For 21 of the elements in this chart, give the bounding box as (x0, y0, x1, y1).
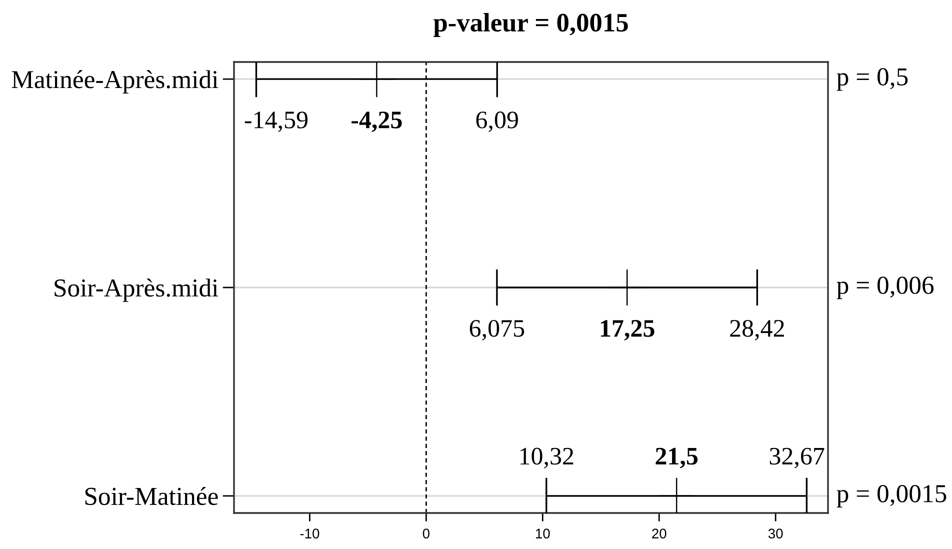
data-label: -4,25 (352, 112, 402, 132)
x-tick-label: -10 (300, 528, 320, 538)
x-tick-label: 30 (768, 528, 783, 538)
y-tick-label: Soir-Matinée (85, 486, 218, 506)
annotation: 6,09 (476, 112, 518, 132)
x-tick-label: 10 (536, 528, 550, 538)
annotation: 28,42 (730, 320, 784, 340)
annotation: 10,32 (520, 448, 574, 468)
data-label: 21,5 (656, 448, 698, 468)
annotation: 6,075 (470, 320, 524, 340)
annotation: -14,59 (244, 112, 308, 132)
x-tick-label: 20 (652, 528, 666, 538)
text: p = 0,5 (836, 68, 908, 91)
x-tick-label: 0 (422, 528, 430, 538)
annotation: 32,67 (770, 448, 824, 468)
text: p = 0,0015 (836, 485, 946, 508)
text: p = 0,006 (836, 276, 934, 300)
y-tick-label: Matinée-Après.midi (12, 70, 218, 94)
y-tick-label: Soir-Après.midi (54, 278, 218, 302)
chart-title: p-valeur = 0,0015 (434, 13, 628, 37)
data-label: 17,25 (600, 320, 654, 340)
